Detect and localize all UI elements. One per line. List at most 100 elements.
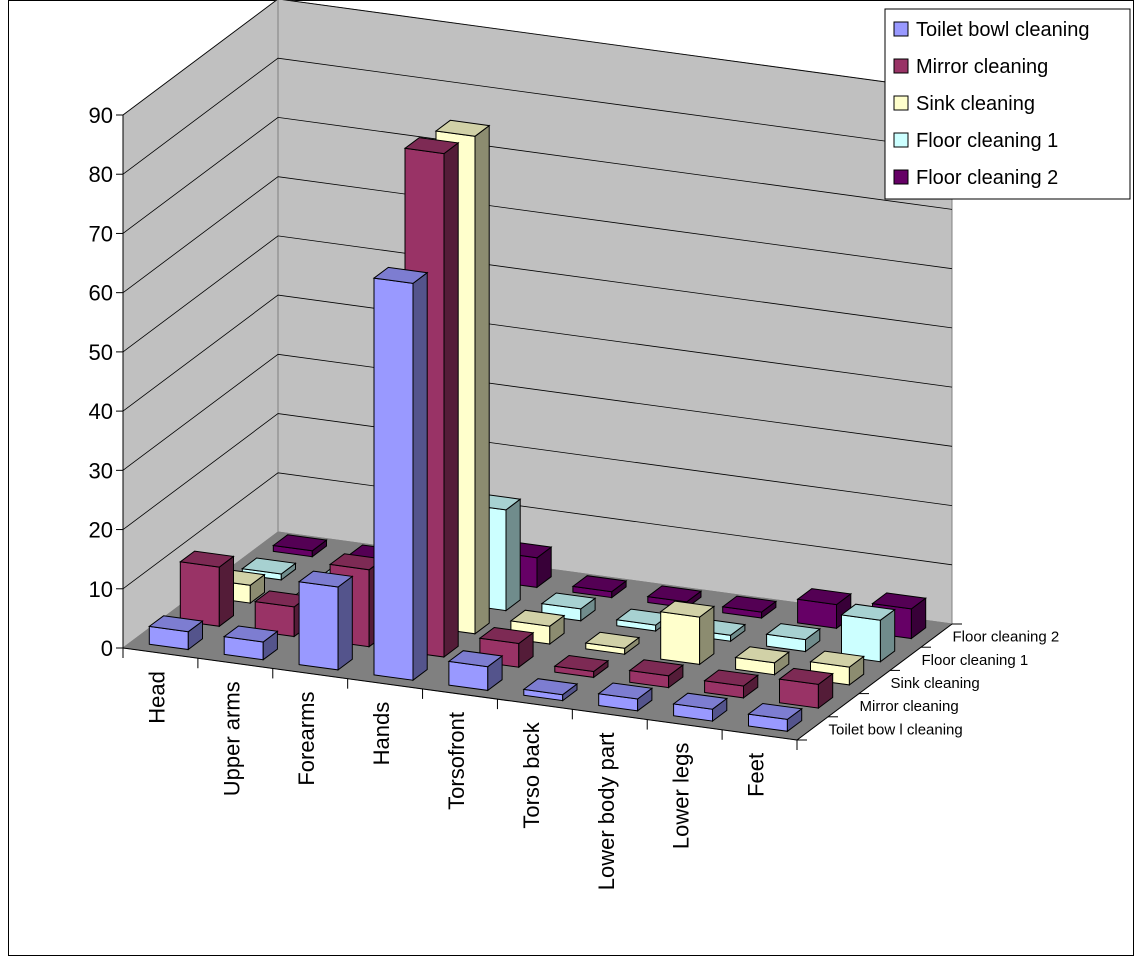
gridline xyxy=(122,235,953,353)
bar-side-face xyxy=(443,141,459,659)
bar-top-face xyxy=(272,534,328,552)
x-tick-label: Lower legs xyxy=(669,743,694,849)
bar xyxy=(659,600,716,666)
legend-swatch xyxy=(893,169,909,185)
bar-side-face xyxy=(218,555,234,628)
legend-label: Floor cleaning 1 xyxy=(916,130,1058,152)
bar-top-face xyxy=(241,557,297,575)
x-tick-label: Head xyxy=(144,671,169,724)
y-tick-label: 0 xyxy=(101,636,113,661)
bar-front-face xyxy=(179,561,220,627)
gridline xyxy=(122,294,953,412)
bar xyxy=(478,626,535,669)
bar-top-face xyxy=(597,682,654,700)
x-tick-label: Feet xyxy=(744,753,769,797)
legend-label: Toilet bowl cleaning xyxy=(916,19,1089,41)
bar xyxy=(734,646,791,676)
bar xyxy=(297,570,354,671)
bar-top-face xyxy=(703,669,760,687)
bar-top-face xyxy=(522,678,579,696)
bar-top-face xyxy=(721,595,778,613)
bar-side-face xyxy=(412,271,428,682)
bar xyxy=(447,650,504,692)
bar xyxy=(628,659,685,689)
bar xyxy=(747,702,803,733)
bar-top-face xyxy=(765,623,822,641)
bar-front-face xyxy=(660,611,701,665)
bar-top-face xyxy=(778,667,834,685)
legend-swatch xyxy=(893,58,909,74)
bar-top-face xyxy=(434,119,491,137)
gridline xyxy=(122,413,953,530)
bar-top-face xyxy=(553,654,610,673)
bar-side-face xyxy=(505,498,521,612)
x-tick-label: Torsofront xyxy=(444,712,469,810)
gridline xyxy=(122,0,953,116)
bar xyxy=(672,692,729,723)
bar-top-face xyxy=(809,650,865,668)
depth-tick-label: Toilet bow l cleaning xyxy=(829,721,963,738)
x-tick-label: Hands xyxy=(369,702,394,766)
bar-top-face xyxy=(747,702,803,720)
gridline xyxy=(122,116,953,234)
bar-top-face xyxy=(478,626,535,645)
bar-top-face xyxy=(628,659,685,677)
bar xyxy=(840,603,896,663)
y-tick-label: 90 xyxy=(89,103,113,128)
legend-swatch xyxy=(893,95,909,111)
bar-side-face xyxy=(474,124,490,635)
bar-top-face xyxy=(659,600,716,618)
depth-axis-line xyxy=(796,623,953,741)
gridlines xyxy=(122,0,953,590)
bar-top-face xyxy=(796,588,853,606)
bar-top-face xyxy=(646,585,703,603)
bars xyxy=(148,119,927,733)
gridline xyxy=(122,353,953,471)
bar-top-face xyxy=(148,615,204,633)
bar-top-face xyxy=(509,609,566,627)
bar xyxy=(571,575,628,599)
x-tick-label: Forearms xyxy=(294,692,319,786)
y-tick-label: 40 xyxy=(89,399,113,424)
x-tick-label: Lower body part xyxy=(594,732,619,890)
bar xyxy=(222,625,279,661)
legend-label: Floor cleaning 2 xyxy=(916,167,1058,189)
bar xyxy=(597,682,654,712)
legend-label: Mirror cleaning xyxy=(916,56,1048,78)
y-tick-label: 20 xyxy=(89,518,113,543)
y-tick-label: 30 xyxy=(89,458,113,483)
bar xyxy=(372,266,429,682)
gridline xyxy=(122,472,953,590)
bar-top-face xyxy=(571,575,628,593)
depth-tick-label: Sink cleaning xyxy=(891,675,980,692)
bar-side-face xyxy=(337,575,353,671)
bar xyxy=(272,534,328,558)
bar xyxy=(148,615,204,651)
x-axis-line xyxy=(122,647,798,741)
bar xyxy=(553,654,610,679)
bar-top-face xyxy=(222,625,279,643)
bar-top-face xyxy=(734,646,791,664)
bar-top-face xyxy=(179,550,235,568)
bar xyxy=(778,667,834,710)
legend-box xyxy=(884,8,1131,200)
y-tick-label: 10 xyxy=(89,577,113,602)
legend-swatch xyxy=(893,21,909,37)
bar-top-face xyxy=(403,137,460,155)
depth-axis: Toilet bow l cleaning Mirror cleaning Sink… xyxy=(796,623,1060,741)
depth-tick-label: Mirror cleaning xyxy=(860,698,959,715)
bar-top-face xyxy=(672,692,729,710)
depth-tick-label: Floor cleaning 2 xyxy=(953,629,1060,646)
bar-front-face xyxy=(298,581,339,671)
bar-top-face xyxy=(540,592,597,610)
legend-swatch xyxy=(893,132,909,148)
bar xyxy=(179,550,235,628)
bar-top-face xyxy=(840,603,896,621)
bar-top-face xyxy=(447,650,504,668)
legend: Toilet bowl cleaning Mirror cleaning Sink … xyxy=(884,8,1131,200)
bar-top-face xyxy=(372,266,429,284)
gridline xyxy=(122,57,953,175)
gridline xyxy=(122,176,953,294)
bar xyxy=(721,595,778,619)
